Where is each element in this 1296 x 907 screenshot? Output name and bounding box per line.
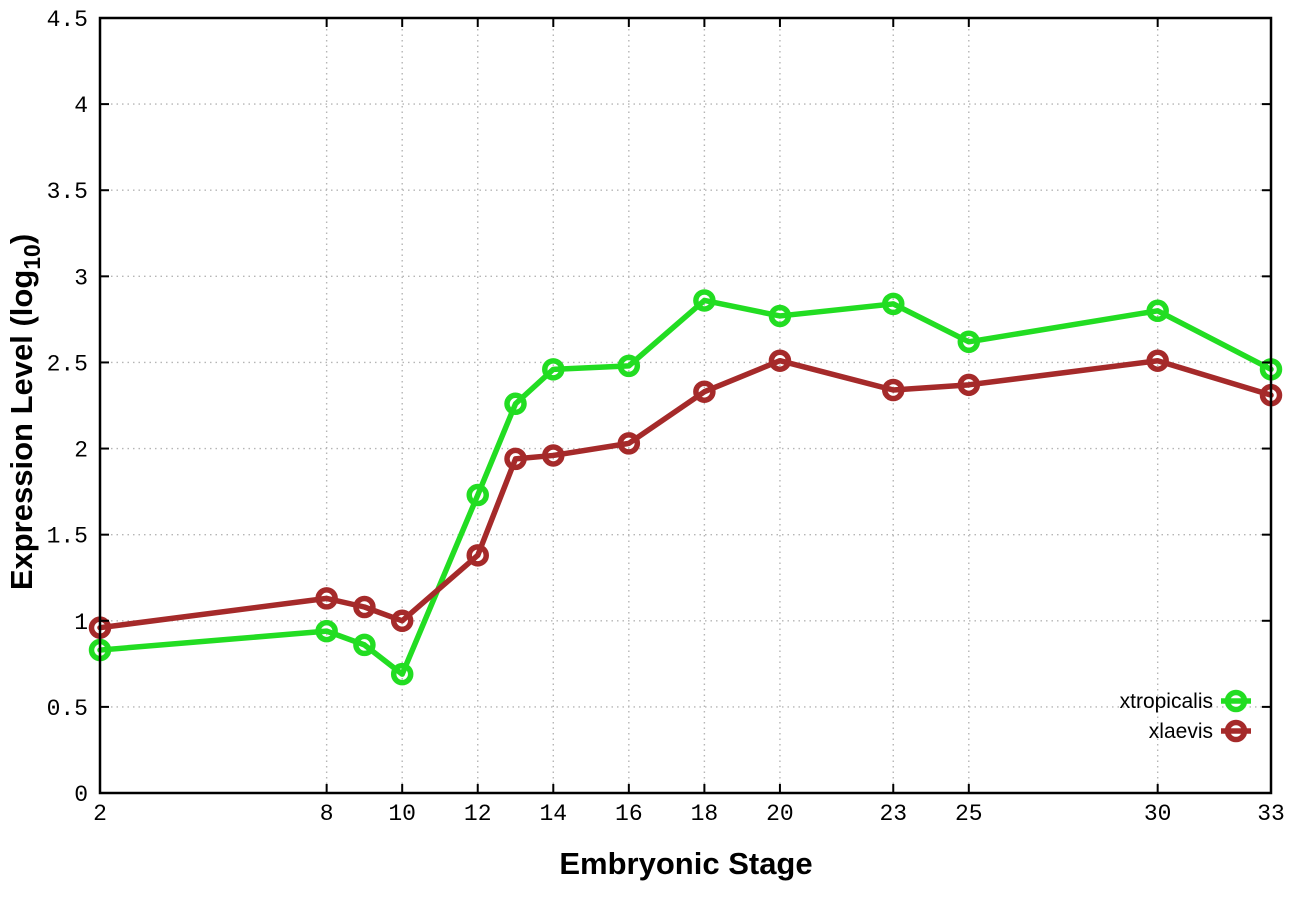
y-tick-label: 0 [74,782,88,808]
legend-sample-marker-xtropicalis [1224,689,1248,713]
legend-label-xtropicalis: xtropicalis [1120,690,1213,713]
axis-layer [98,16,1273,795]
data-point-xlaevis [466,544,489,567]
data-point-xlaevis [542,444,565,467]
x-tick-label: 8 [320,801,334,827]
tick-label-layer: 2 8 10 12 14 16 18 20 23 25 30 33 0 0.5 1 1.5 2 2.5 3 3.5 4 4… [47,7,1285,827]
x-tick-label: 12 [464,801,492,827]
data-point-xlaevis [957,373,981,397]
x-tick-label: 16 [615,801,643,827]
data-point-xtropicalis [617,354,641,378]
legend-sample-marker-xlaevis [1224,719,1248,743]
data-point-xlaevis [315,587,338,610]
x-tick-label: 30 [1144,801,1172,827]
y-tick-label: 2.5 [47,351,88,377]
data-point-xlaevis [504,447,527,471]
y-tick-label: 3 [74,265,88,291]
series-line-xtropicalis [97,297,1274,677]
x-tick-label: 14 [539,801,567,827]
plot-border [98,16,1273,795]
y-tick-label: 0.5 [47,696,88,722]
y-axis-title: Expression Level (log10) [4,234,45,590]
y-tick-label: 4.5 [47,7,88,33]
data-point-xtropicalis [768,304,792,328]
data-point-xlaevis [617,432,641,455]
x-tick-label: 25 [955,801,983,827]
data-point-xlaevis [353,595,376,619]
x-axis-title: Embryonic Stage [559,846,812,881]
y-tick-label: 4 [74,93,88,119]
legend: xtropicalis xlaevis [1120,689,1251,743]
data-point-xtropicalis [693,289,716,312]
data-point-xtropicalis [390,662,414,686]
y-tick-label: 3.5 [47,179,88,205]
data-point-xtropicalis [1146,299,1169,323]
x-tick-label: 18 [691,801,719,827]
data-point-xlaevis [768,349,792,372]
x-tick-label: 23 [879,801,907,827]
data-point-xlaevis [882,378,905,402]
x-tick-label: 2 [93,801,107,827]
series-line-xlaevis [97,357,1274,631]
x-tick-label: 33 [1257,801,1285,827]
y-tick-label: 2 [74,438,88,464]
data-point-xtropicalis [957,330,981,354]
data-point-xtropicalis [504,392,527,416]
data-point-xtropicalis [466,483,489,507]
legend-label-xlaevis: xlaevis [1149,720,1213,743]
x-tick-label: 10 [388,801,416,827]
data-point-xtropicalis [353,633,376,657]
data-point-xtropicalis [882,292,905,316]
data-point-xlaevis [390,609,414,633]
data-point-xtropicalis [542,358,565,381]
series-layer [88,289,1283,686]
y-tick-label: 1.5 [47,524,88,550]
data-point-xlaevis [1146,349,1169,372]
data-point-xlaevis [693,380,716,403]
data-point-xtropicalis [315,619,338,643]
x-tick-label: 20 [766,801,794,827]
y-tick-label: 1 [74,610,88,636]
